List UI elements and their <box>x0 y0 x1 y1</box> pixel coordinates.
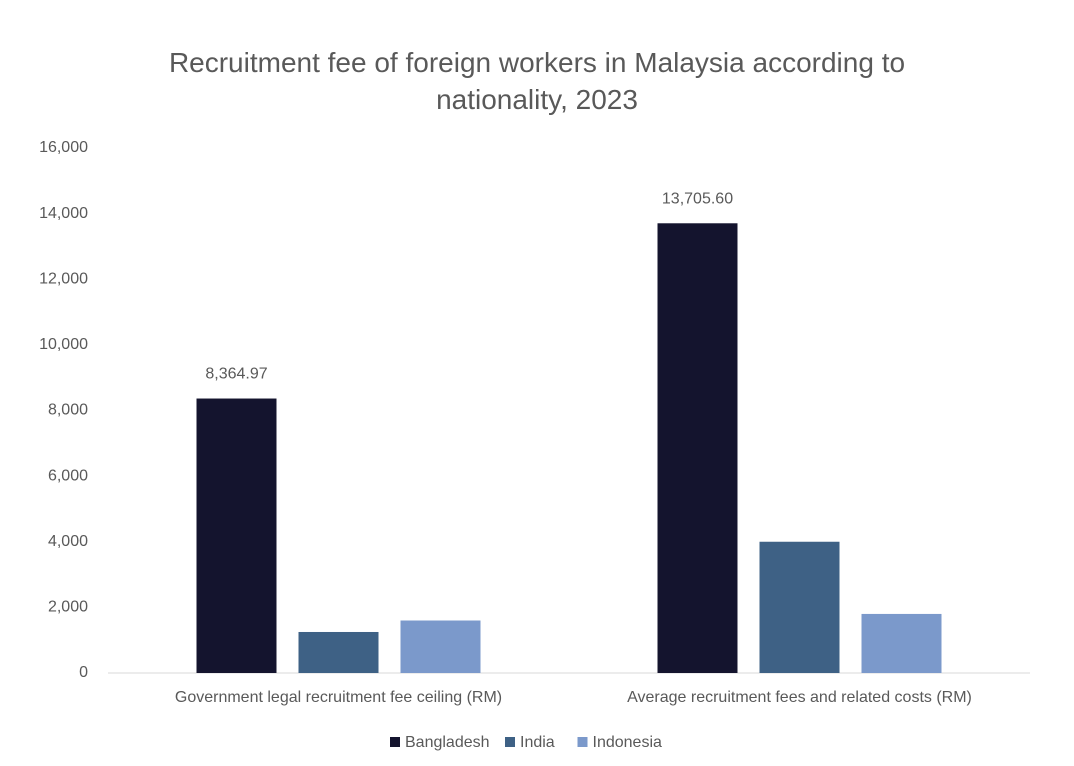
bar <box>657 223 738 673</box>
legend-swatch <box>390 737 400 747</box>
data-label: 8,364.97 <box>205 366 267 383</box>
legend-swatch <box>505 737 515 747</box>
legend-label: Bangladesh <box>405 734 490 751</box>
bar <box>861 613 942 673</box>
y-tick-label: 16,000 <box>39 139 88 156</box>
legend-label: Indonesia <box>593 734 662 751</box>
y-tick-label: 8,000 <box>48 402 88 419</box>
y-tick-label: 0 <box>79 664 88 681</box>
y-tick-label: 12,000 <box>39 270 88 287</box>
bar <box>298 631 379 673</box>
legend-label: India <box>520 734 555 751</box>
x-tick-label: Government legal recruitment fee ceiling… <box>175 689 502 706</box>
data-label: 13,705.60 <box>662 191 733 208</box>
bar <box>759 541 840 673</box>
bar <box>400 620 481 673</box>
bar <box>196 398 277 673</box>
chart-title: Recruitment fee of foreign workers in Ma… <box>168 47 906 115</box>
y-tick-label: 2,000 <box>48 599 88 616</box>
legend-swatch <box>577 737 588 747</box>
x-tick-label: Average recruitment fees and related cos… <box>627 689 972 706</box>
y-tick-label: 6,000 <box>48 467 88 484</box>
y-tick-label: 14,000 <box>39 205 88 222</box>
y-tick-label: 4,000 <box>48 533 88 550</box>
y-tick-label: 10,000 <box>39 336 88 353</box>
